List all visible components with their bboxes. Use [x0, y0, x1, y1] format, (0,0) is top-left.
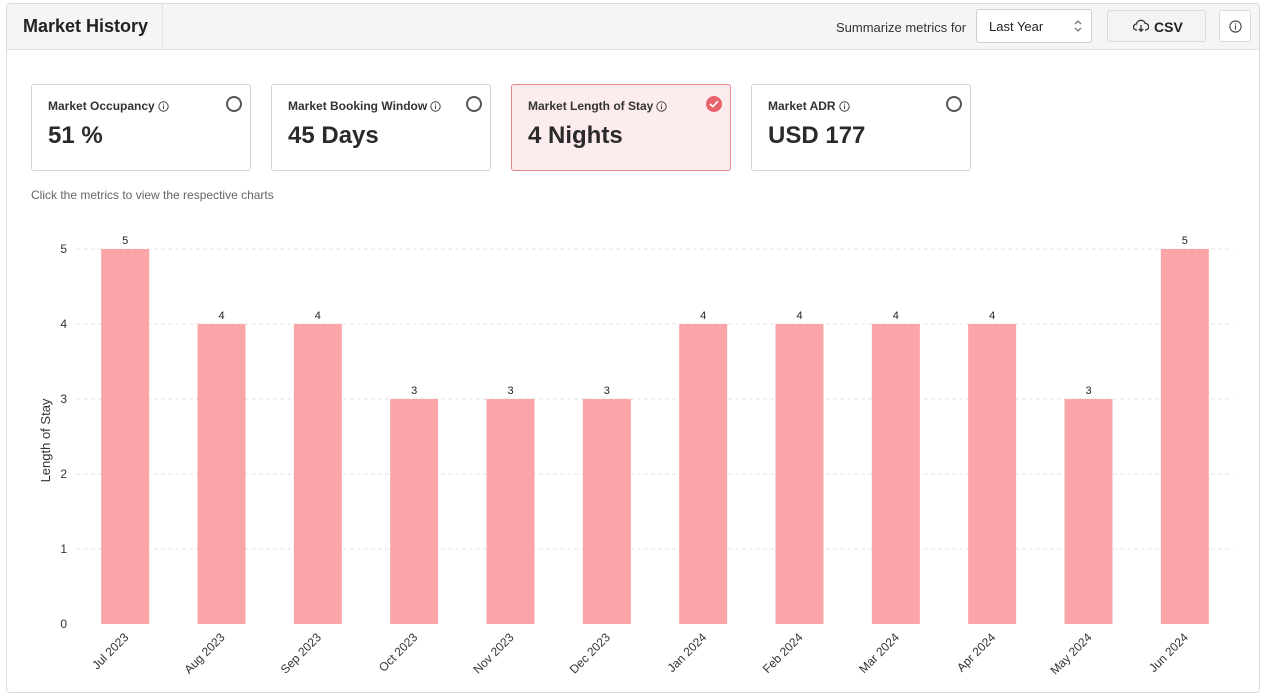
x-tick-label: Sep 2023 [278, 630, 324, 676]
metric-label-text: Market Length of Stay [528, 99, 654, 113]
data-label: 4 [218, 310, 224, 322]
metric-value: 4 Nights [528, 122, 623, 149]
y-tick-label: 4 [60, 317, 67, 331]
metric-label: Market Booking Window [288, 99, 441, 115]
metric-label-text: Market Booking Window [288, 99, 428, 113]
metric-card-market-adr[interactable]: Market ADR USD 177 [751, 84, 971, 171]
data-label: 3 [411, 385, 417, 397]
csv-download-button[interactable]: CSV [1107, 10, 1206, 42]
y-tick-label: 3 [60, 392, 67, 406]
bar [293, 324, 342, 624]
x-tick-label: Dec 2023 [567, 630, 613, 676]
metric-card-market-length-of-stay[interactable]: Market Length of Stay 4 Nights [511, 84, 731, 171]
x-tick-label: Aug 2023 [181, 630, 227, 676]
x-tick-label: Jun 2024 [1146, 630, 1191, 675]
info-icon[interactable] [656, 101, 668, 115]
y-axis-title: Length of Stay [38, 398, 53, 482]
bar [390, 399, 439, 624]
length-of-stay-chart: 0 1 2 3 4 5 Length of Stay 5 Jul 2023 4 Aug 2023 4 S… [38, 235, 1233, 677]
info-icon[interactable] [838, 101, 850, 115]
metric-label-text: Market ADR [768, 99, 836, 113]
bar [1064, 399, 1113, 624]
data-label: 4 [893, 310, 899, 322]
metric-label: Market Occupancy [48, 99, 169, 115]
info-icon[interactable] [430, 101, 441, 115]
period-select[interactable]: Last Year [976, 9, 1092, 43]
info-icon[interactable] [158, 101, 169, 115]
bar [871, 324, 920, 624]
metric-label: Market Length of Stay [528, 99, 668, 115]
sort-arrows-icon [1074, 20, 1082, 32]
metric-value: 51 % [48, 122, 103, 149]
radio-checked-icon[interactable] [706, 96, 722, 112]
bar [486, 399, 535, 624]
bar [679, 324, 728, 624]
radio-unchecked-icon[interactable] [946, 96, 962, 112]
y-tick-label: 0 [60, 617, 67, 631]
y-tick-label: 1 [60, 542, 67, 556]
data-label: 3 [507, 385, 513, 397]
metric-value: USD 177 [768, 122, 866, 149]
panel-header: Market History Summarize metrics for Las… [7, 4, 1259, 50]
x-tick-label: May 2024 [1047, 630, 1094, 677]
csv-label: CSV [1154, 19, 1183, 35]
page-title: Market History [23, 16, 149, 36]
market-history-panel: Market History Summarize metrics for Las… [6, 3, 1260, 693]
data-label: 3 [604, 385, 610, 397]
data-label: 4 [700, 310, 706, 322]
x-tick-label: Feb 2024 [760, 630, 806, 676]
y-tick-label: 5 [60, 242, 67, 256]
bar [968, 324, 1017, 624]
metric-label-text: Market Occupancy [48, 99, 155, 113]
bar [1160, 249, 1209, 624]
data-label: 4 [796, 310, 802, 322]
metric-value: 45 Days [288, 122, 379, 149]
y-tick-label: 2 [60, 467, 67, 481]
x-tick-label: Jul 2023 [89, 630, 131, 672]
data-label: 4 [989, 310, 995, 322]
bar [775, 324, 824, 624]
data-label: 5 [122, 235, 128, 247]
x-tick-label: Apr 2024 [954, 630, 999, 675]
data-label: 3 [1085, 385, 1091, 397]
bar [582, 399, 631, 624]
cloud-download-icon [1133, 19, 1149, 33]
info-icon [1229, 20, 1242, 33]
data-label: 4 [315, 310, 321, 322]
bar [197, 324, 246, 624]
metric-card-market-booking-window[interactable]: Market Booking Window 45 Days [271, 84, 491, 171]
data-label: 5 [1182, 235, 1188, 247]
radio-unchecked-icon[interactable] [226, 96, 242, 112]
x-tick-label: Jan 2024 [664, 630, 709, 675]
summarize-label: Summarize metrics for [836, 20, 967, 35]
metrics-hint: Click the metrics to view the respective… [31, 188, 274, 202]
period-select-value: Last Year [989, 19, 1044, 34]
title-cell: Market History [7, 4, 163, 49]
bar [101, 249, 150, 624]
x-tick-label: Mar 2024 [856, 630, 902, 676]
x-tick-label: Nov 2023 [470, 630, 516, 676]
metric-card-market-occupancy[interactable]: Market Occupancy 51 % [31, 84, 251, 171]
info-button[interactable] [1219, 10, 1251, 42]
metric-label: Market ADR [768, 99, 850, 115]
radio-unchecked-icon[interactable] [466, 96, 482, 112]
x-tick-label: Oct 2023 [376, 630, 421, 675]
